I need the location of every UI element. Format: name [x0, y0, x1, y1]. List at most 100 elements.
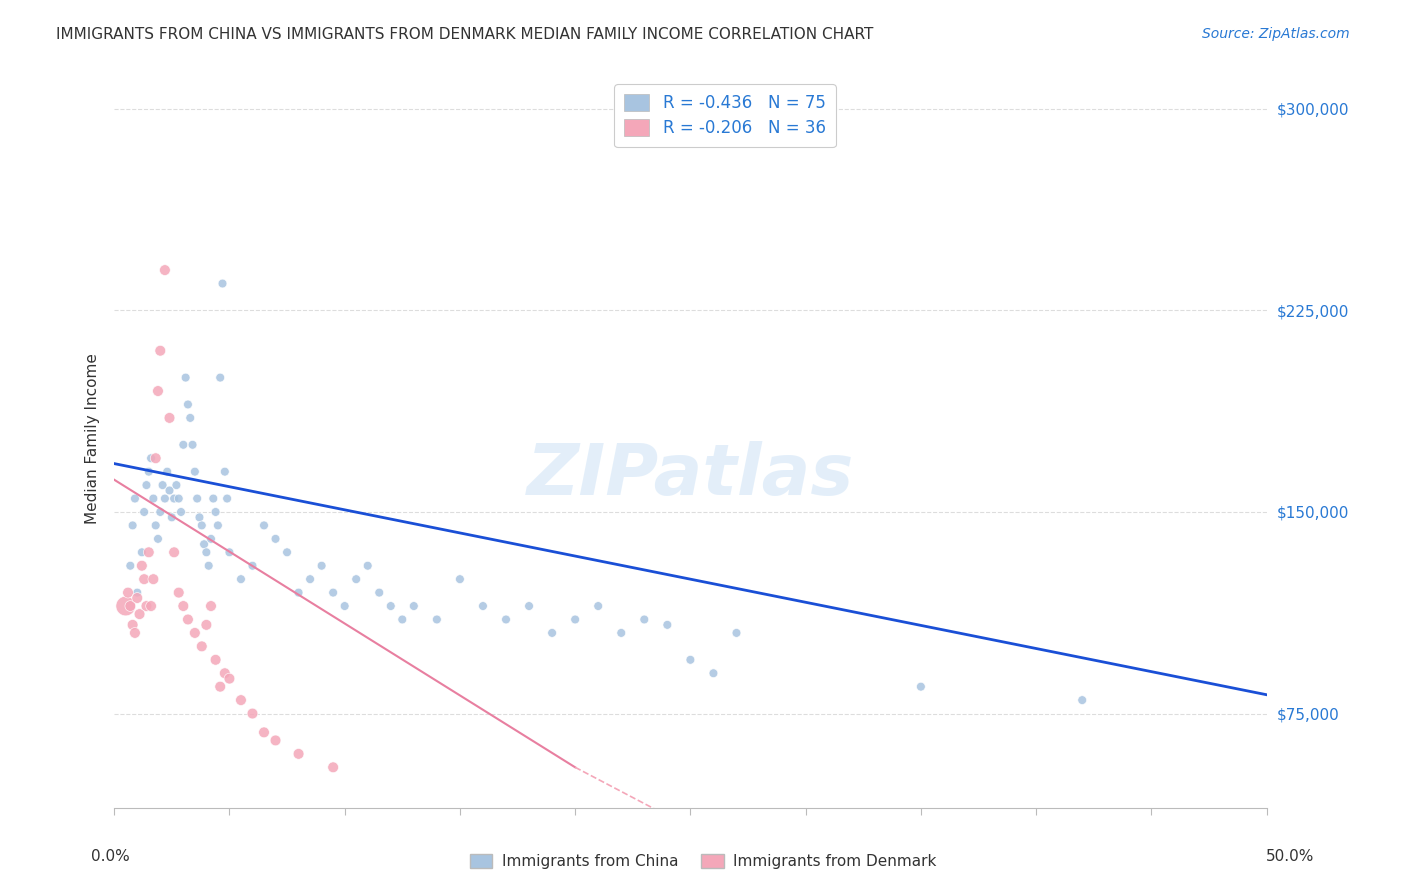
Point [209, 370, 232, 384]
Point [322, 585, 344, 599]
Point [177, 397, 200, 411]
Point [391, 612, 413, 626]
Point [657, 618, 679, 632]
Point [311, 558, 333, 573]
Point [167, 491, 190, 506]
Point [184, 626, 207, 640]
Point [1071, 693, 1094, 707]
Point [471, 599, 494, 613]
Point [127, 585, 149, 599]
Point [142, 572, 165, 586]
Point [218, 672, 240, 686]
Point [217, 491, 239, 506]
Text: ZIPatlas: ZIPatlas [527, 441, 853, 509]
Text: Source: ZipAtlas.com: Source: ZipAtlas.com [1202, 27, 1350, 41]
Point [229, 572, 252, 586]
Point [200, 599, 222, 613]
Point [184, 465, 207, 479]
Point [633, 612, 655, 626]
Point [197, 558, 219, 573]
Point [139, 451, 162, 466]
Point [214, 666, 236, 681]
Point [170, 505, 193, 519]
Point [242, 706, 264, 721]
Point [114, 599, 136, 613]
Point [380, 599, 402, 613]
Point [333, 599, 356, 613]
Point [177, 612, 200, 626]
Point [131, 558, 153, 573]
Point [146, 532, 169, 546]
Point [368, 585, 391, 599]
Point [209, 680, 232, 694]
Point [402, 599, 425, 613]
Point [426, 612, 449, 626]
Legend: R = -0.436   N = 75, R = -0.206   N = 36: R = -0.436 N = 75, R = -0.206 N = 36 [614, 84, 835, 147]
Point [242, 558, 264, 573]
Point [153, 263, 176, 277]
Point [135, 599, 157, 613]
Point [156, 465, 179, 479]
Point [495, 612, 517, 626]
Point [517, 599, 540, 613]
Point [322, 760, 344, 774]
Point [121, 618, 143, 632]
Point [135, 478, 157, 492]
Legend: Immigrants from China, Immigrants from Denmark: Immigrants from China, Immigrants from D… [464, 848, 942, 875]
Point [152, 478, 174, 492]
Point [138, 545, 160, 559]
Point [146, 384, 169, 398]
Point [193, 537, 215, 551]
Point [163, 491, 186, 506]
Point [142, 491, 165, 506]
Text: 0.0%: 0.0% [91, 849, 131, 863]
Point [138, 465, 160, 479]
Point [200, 532, 222, 546]
Point [541, 626, 564, 640]
Point [910, 680, 932, 694]
Point [276, 545, 298, 559]
Point [120, 599, 142, 613]
Point [191, 640, 214, 654]
Point [120, 558, 142, 573]
Point [172, 599, 194, 613]
Point [181, 438, 204, 452]
Point [214, 465, 236, 479]
Point [202, 491, 225, 506]
Point [253, 518, 276, 533]
Point [149, 343, 172, 358]
Point [134, 505, 156, 519]
Point [117, 585, 139, 599]
Point [679, 653, 702, 667]
Point [124, 491, 146, 506]
Point [344, 572, 367, 586]
Point [134, 572, 156, 586]
Point [207, 518, 229, 533]
Point [204, 653, 226, 667]
Point [159, 411, 181, 425]
Point [188, 510, 211, 524]
Point [253, 725, 276, 739]
Point [357, 558, 380, 573]
Point [264, 733, 287, 747]
Point [179, 411, 201, 425]
Point [195, 545, 218, 559]
Y-axis label: Median Family Income: Median Family Income [86, 352, 100, 524]
Point [139, 599, 162, 613]
Text: IMMIGRANTS FROM CHINA VS IMMIGRANTS FROM DENMARK MEDIAN FAMILY INCOME CORRELATIO: IMMIGRANTS FROM CHINA VS IMMIGRANTS FROM… [56, 27, 873, 42]
Point [299, 572, 322, 586]
Point [287, 747, 309, 761]
Point [287, 585, 309, 599]
Point [610, 626, 633, 640]
Point [121, 518, 143, 533]
Point [211, 277, 233, 291]
Point [172, 438, 194, 452]
Point [128, 607, 150, 621]
Point [124, 626, 146, 640]
Point [191, 518, 214, 533]
Point [127, 591, 149, 605]
Point [229, 693, 252, 707]
Point [186, 491, 208, 506]
Point [204, 505, 226, 519]
Point [564, 612, 586, 626]
